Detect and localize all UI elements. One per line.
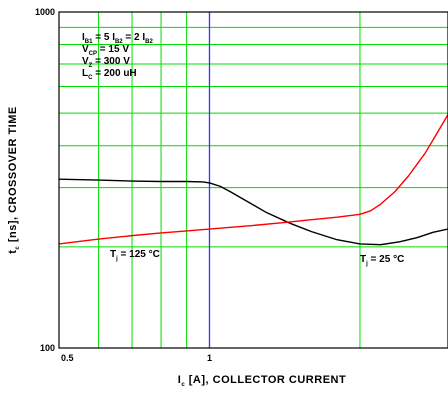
condition-2-main: V <box>82 56 89 67</box>
condition-3-rest: = 200 uH <box>92 68 136 79</box>
x-axis-label-sub: c <box>181 382 185 388</box>
y-tick-label-0: 100 <box>40 343 55 353</box>
condition-line-3: LC = 200 uH <box>82 68 137 81</box>
series-label-125-rest: = 125 °C <box>118 249 160 260</box>
condition-3-main: L <box>82 68 88 79</box>
series-label-125: Tj = 125 °C <box>110 249 160 262</box>
condition-line-2: VZ = 300 V <box>82 56 130 69</box>
condition-2-sub: Z <box>89 63 93 69</box>
series-label-25-rest: = 25 °C <box>368 254 405 265</box>
condition-line-1: VCP = 15 V <box>82 44 129 57</box>
condition-0-main: I <box>82 32 85 43</box>
x-axis-label: Ic [A], COLLECTOR CURRENT <box>178 374 346 388</box>
y-axis-label-rest: [ns], CROSSOVER TIME <box>7 106 19 245</box>
condition-1-sub: CP <box>89 51 97 57</box>
x-axis-label-main: I <box>178 374 182 386</box>
condition-1-rest: = 15 V <box>97 44 129 55</box>
y-axis-label-sub: c <box>15 246 21 250</box>
plot-area <box>59 12 448 348</box>
y-axis-label: tc [ns], CROSSOVER TIME <box>7 106 21 253</box>
grid-lines <box>59 12 448 348</box>
x-axis-label-rest: [A], COLLECTOR CURRENT <box>185 374 346 386</box>
plot-frame <box>58 11 448 349</box>
condition-0-sub3: B2 <box>145 39 153 45</box>
x-tick-label-0: 0.5 <box>61 353 74 363</box>
series-label-25: Tj = 25 °C <box>360 254 404 267</box>
y-axis-label-main: t <box>7 250 19 254</box>
y-tick-label-1: 1000 <box>35 7 55 17</box>
condition-3-sub: C <box>88 75 93 81</box>
condition-2-rest: = 300 V <box>92 56 130 67</box>
series-label-125-main: T <box>110 249 116 260</box>
series-label-25-main: T <box>360 254 366 265</box>
condition-1-main: V <box>82 44 89 55</box>
series-line-0 <box>58 178 448 246</box>
condition-line-0: IB1 = 5 IB2 = 2 IB2 <box>82 32 153 45</box>
series-label-125-sub: j <box>115 256 118 262</box>
series-line-1 <box>58 113 448 245</box>
series-label-25-sub: j <box>365 261 368 267</box>
condition-0-rest2: = 2 I <box>123 32 146 43</box>
condition-0-sub: B1 <box>85 39 93 45</box>
condition-0-rest: = 5 I <box>92 32 115 43</box>
condition-0-sub2: B2 <box>115 39 123 45</box>
x-tick-label-1: 1 <box>207 353 212 363</box>
series-layer <box>58 113 448 246</box>
tick-labels: 0.5131001000 <box>35 7 212 363</box>
